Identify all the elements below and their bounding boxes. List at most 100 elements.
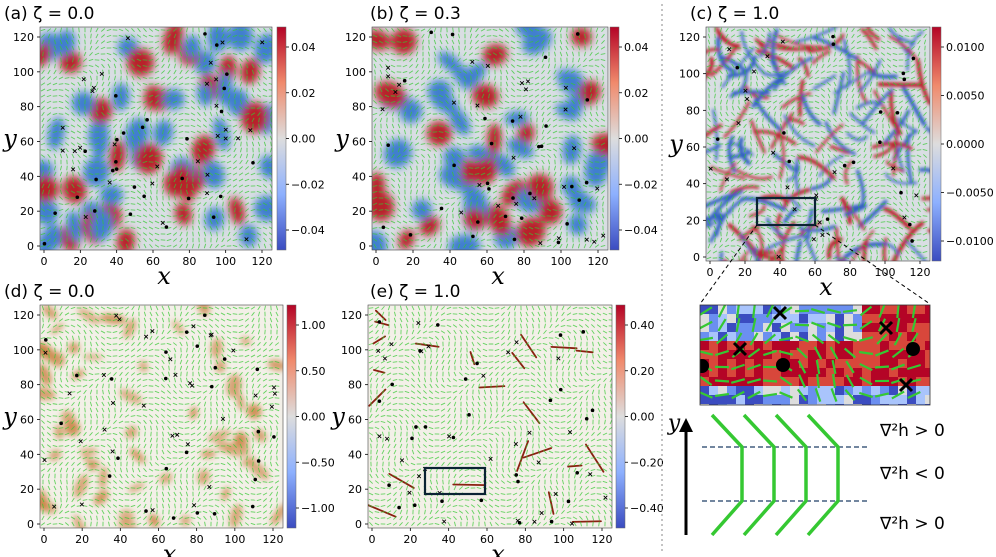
y-tick-label: 100 <box>679 68 700 81</box>
y-tick-label: 20 <box>348 483 362 496</box>
y-tick-label: 100 <box>341 344 362 357</box>
colorbar-a <box>276 26 287 251</box>
y-tick-label: 100 <box>13 344 34 357</box>
colorbar-tick-label: 0.02 <box>624 87 649 100</box>
colorbar-tick-label: 0.00 <box>301 411 326 424</box>
y-tick-label: 40 <box>20 170 34 183</box>
colorbar-tick-label: −0.02 <box>624 178 658 191</box>
x-tick-label: 100 <box>551 255 572 268</box>
y-tick-label: 60 <box>348 414 362 427</box>
y-tick-label: 80 <box>348 379 362 392</box>
x-tick-label: 100 <box>215 255 236 268</box>
y-tick-label: 20 <box>20 205 34 218</box>
x-tick-label: 0 <box>369 533 376 546</box>
colorbar-tick-label: −0.04 <box>624 224 658 237</box>
x-tick-label: 120 <box>252 255 273 268</box>
colorbar-tick-label: 1.00 <box>301 319 326 332</box>
y-tick-label: 80 <box>352 101 366 114</box>
x-tick-label: 100 <box>553 533 574 546</box>
y-axis-label: y <box>334 125 349 153</box>
panel-title-b: (b) ζ = 0.3 <box>370 4 461 24</box>
colorbar-tick-label: −0.0100 <box>946 235 994 248</box>
panel-a: (a) ζ = 0.0 0 20 40 60 80 100 120 0 20 40 60 80 100 12… <box>2 4 325 290</box>
colorbar-tick-label: 0.04 <box>291 41 316 54</box>
x-tick-label: 40 <box>110 255 124 268</box>
panel-c: (c) ζ = 1.002040608010012002040608010012… <box>668 4 994 301</box>
y-tick-label: 0 <box>27 240 34 253</box>
y-tick-label: 0 <box>27 518 34 531</box>
colorbar-tick-label: 0.00 <box>291 133 316 146</box>
x-tick-label: 0 <box>41 255 48 268</box>
y-tick-label: 20 <box>686 214 700 227</box>
y-tick-label: 40 <box>686 178 700 191</box>
y-tick-label: 0 <box>355 518 362 531</box>
y-tick-label: 120 <box>13 309 34 322</box>
x-axis-label: x <box>157 262 171 290</box>
colorbar-tick-label: −0.04 <box>291 224 325 237</box>
colorbar-tick-label: 0.40 <box>630 319 655 332</box>
y-tick-label: 100 <box>13 66 34 79</box>
y-tick-label: 0 <box>359 240 366 253</box>
colorbar-tick-label: −0.02 <box>291 178 325 191</box>
colorbar-tick-label: −0.40 <box>630 502 664 515</box>
y-tick-label: 60 <box>20 414 34 427</box>
colorbar-tick-label: 0.0100 <box>946 41 985 54</box>
colorbar-tick-label: 0.00 <box>624 133 649 146</box>
panel-title-a: (a) ζ = 0.0 <box>4 4 94 24</box>
x-tick-label: 40 <box>443 255 457 268</box>
x-tick-label: 40 <box>773 266 787 279</box>
colorbar-tick-label: 0.20 <box>630 365 655 378</box>
x-tick-label: 80 <box>518 533 532 546</box>
colorbar-tick-label: −0.20 <box>630 456 664 469</box>
panel-e: (e) ζ = 1.0 0 20 40 60 80 100 120 0 20 40 60 80 100 12… <box>330 282 664 557</box>
y-axis-label: y <box>2 125 17 153</box>
x-tick-label: 80 <box>517 255 531 268</box>
x-tick-label: 40 <box>113 533 127 546</box>
panel-b: (b) ζ = 0.3 0 20 40 60 80 100 120 0 20 40 60 80 100 12… <box>334 4 658 290</box>
x-tick-label: 120 <box>588 255 609 268</box>
colorbar-tick-label: −0.50 <box>301 456 335 469</box>
schematic: y ∇²h > 0 ∇²h < 0 ∇²h > 0 <box>667 411 945 537</box>
y-axis-label: y <box>668 130 683 158</box>
y-tick-label: 80 <box>20 101 34 114</box>
schematic-region-label: ∇²h > 0 <box>879 514 945 534</box>
panel-title-e: (e) ζ = 1.0 <box>370 282 460 302</box>
colorbar-c <box>931 26 942 262</box>
x-tick-label: 80 <box>190 533 204 546</box>
x-tick-label: 0 <box>707 266 714 279</box>
colorbar-d <box>286 304 297 529</box>
x-tick-label: 20 <box>403 533 417 546</box>
panel-title-c: (c) ζ = 1.0 <box>690 4 779 24</box>
y-tick-label: 120 <box>13 31 34 44</box>
y-tick-label: 80 <box>686 104 700 117</box>
colorbar-tick-label: 0.0050 <box>946 90 985 103</box>
y-tick-label: 40 <box>352 170 366 183</box>
x-tick-label: 120 <box>592 533 613 546</box>
zoom-box-e <box>423 466 487 496</box>
y-tick-label: 20 <box>352 205 366 218</box>
x-tick-label: 20 <box>738 266 752 279</box>
x-tick-label: 20 <box>406 255 420 268</box>
colorbar-tick-label: 0.50 <box>301 365 326 378</box>
schematic-region-label: ∇²h < 0 <box>879 464 945 484</box>
y-tick-label: 20 <box>20 483 34 496</box>
zoom-box-c <box>755 196 817 227</box>
x-axis-label: x <box>491 540 505 557</box>
colorbar-tick-label: −1.00 <box>301 502 335 515</box>
y-tick-label: 0 <box>693 251 700 264</box>
x-tick-label: 120 <box>263 533 284 546</box>
y-tick-label: 100 <box>345 66 366 79</box>
y-axis-label: y <box>330 403 345 431</box>
x-tick-label: 0 <box>373 255 380 268</box>
panel-title-d: (d) ζ = 0.0 <box>4 282 95 302</box>
y-tick-label: 120 <box>679 31 700 44</box>
y-tick-label: 80 <box>20 379 34 392</box>
x-tick-label: 80 <box>843 266 857 279</box>
x-tick-label: 80 <box>182 255 196 268</box>
x-tick-label: 60 <box>808 266 822 279</box>
y-axis-label: y <box>2 403 17 431</box>
colorbar-tick-label: −0.0050 <box>946 187 994 200</box>
x-tick-label: 20 <box>75 533 89 546</box>
